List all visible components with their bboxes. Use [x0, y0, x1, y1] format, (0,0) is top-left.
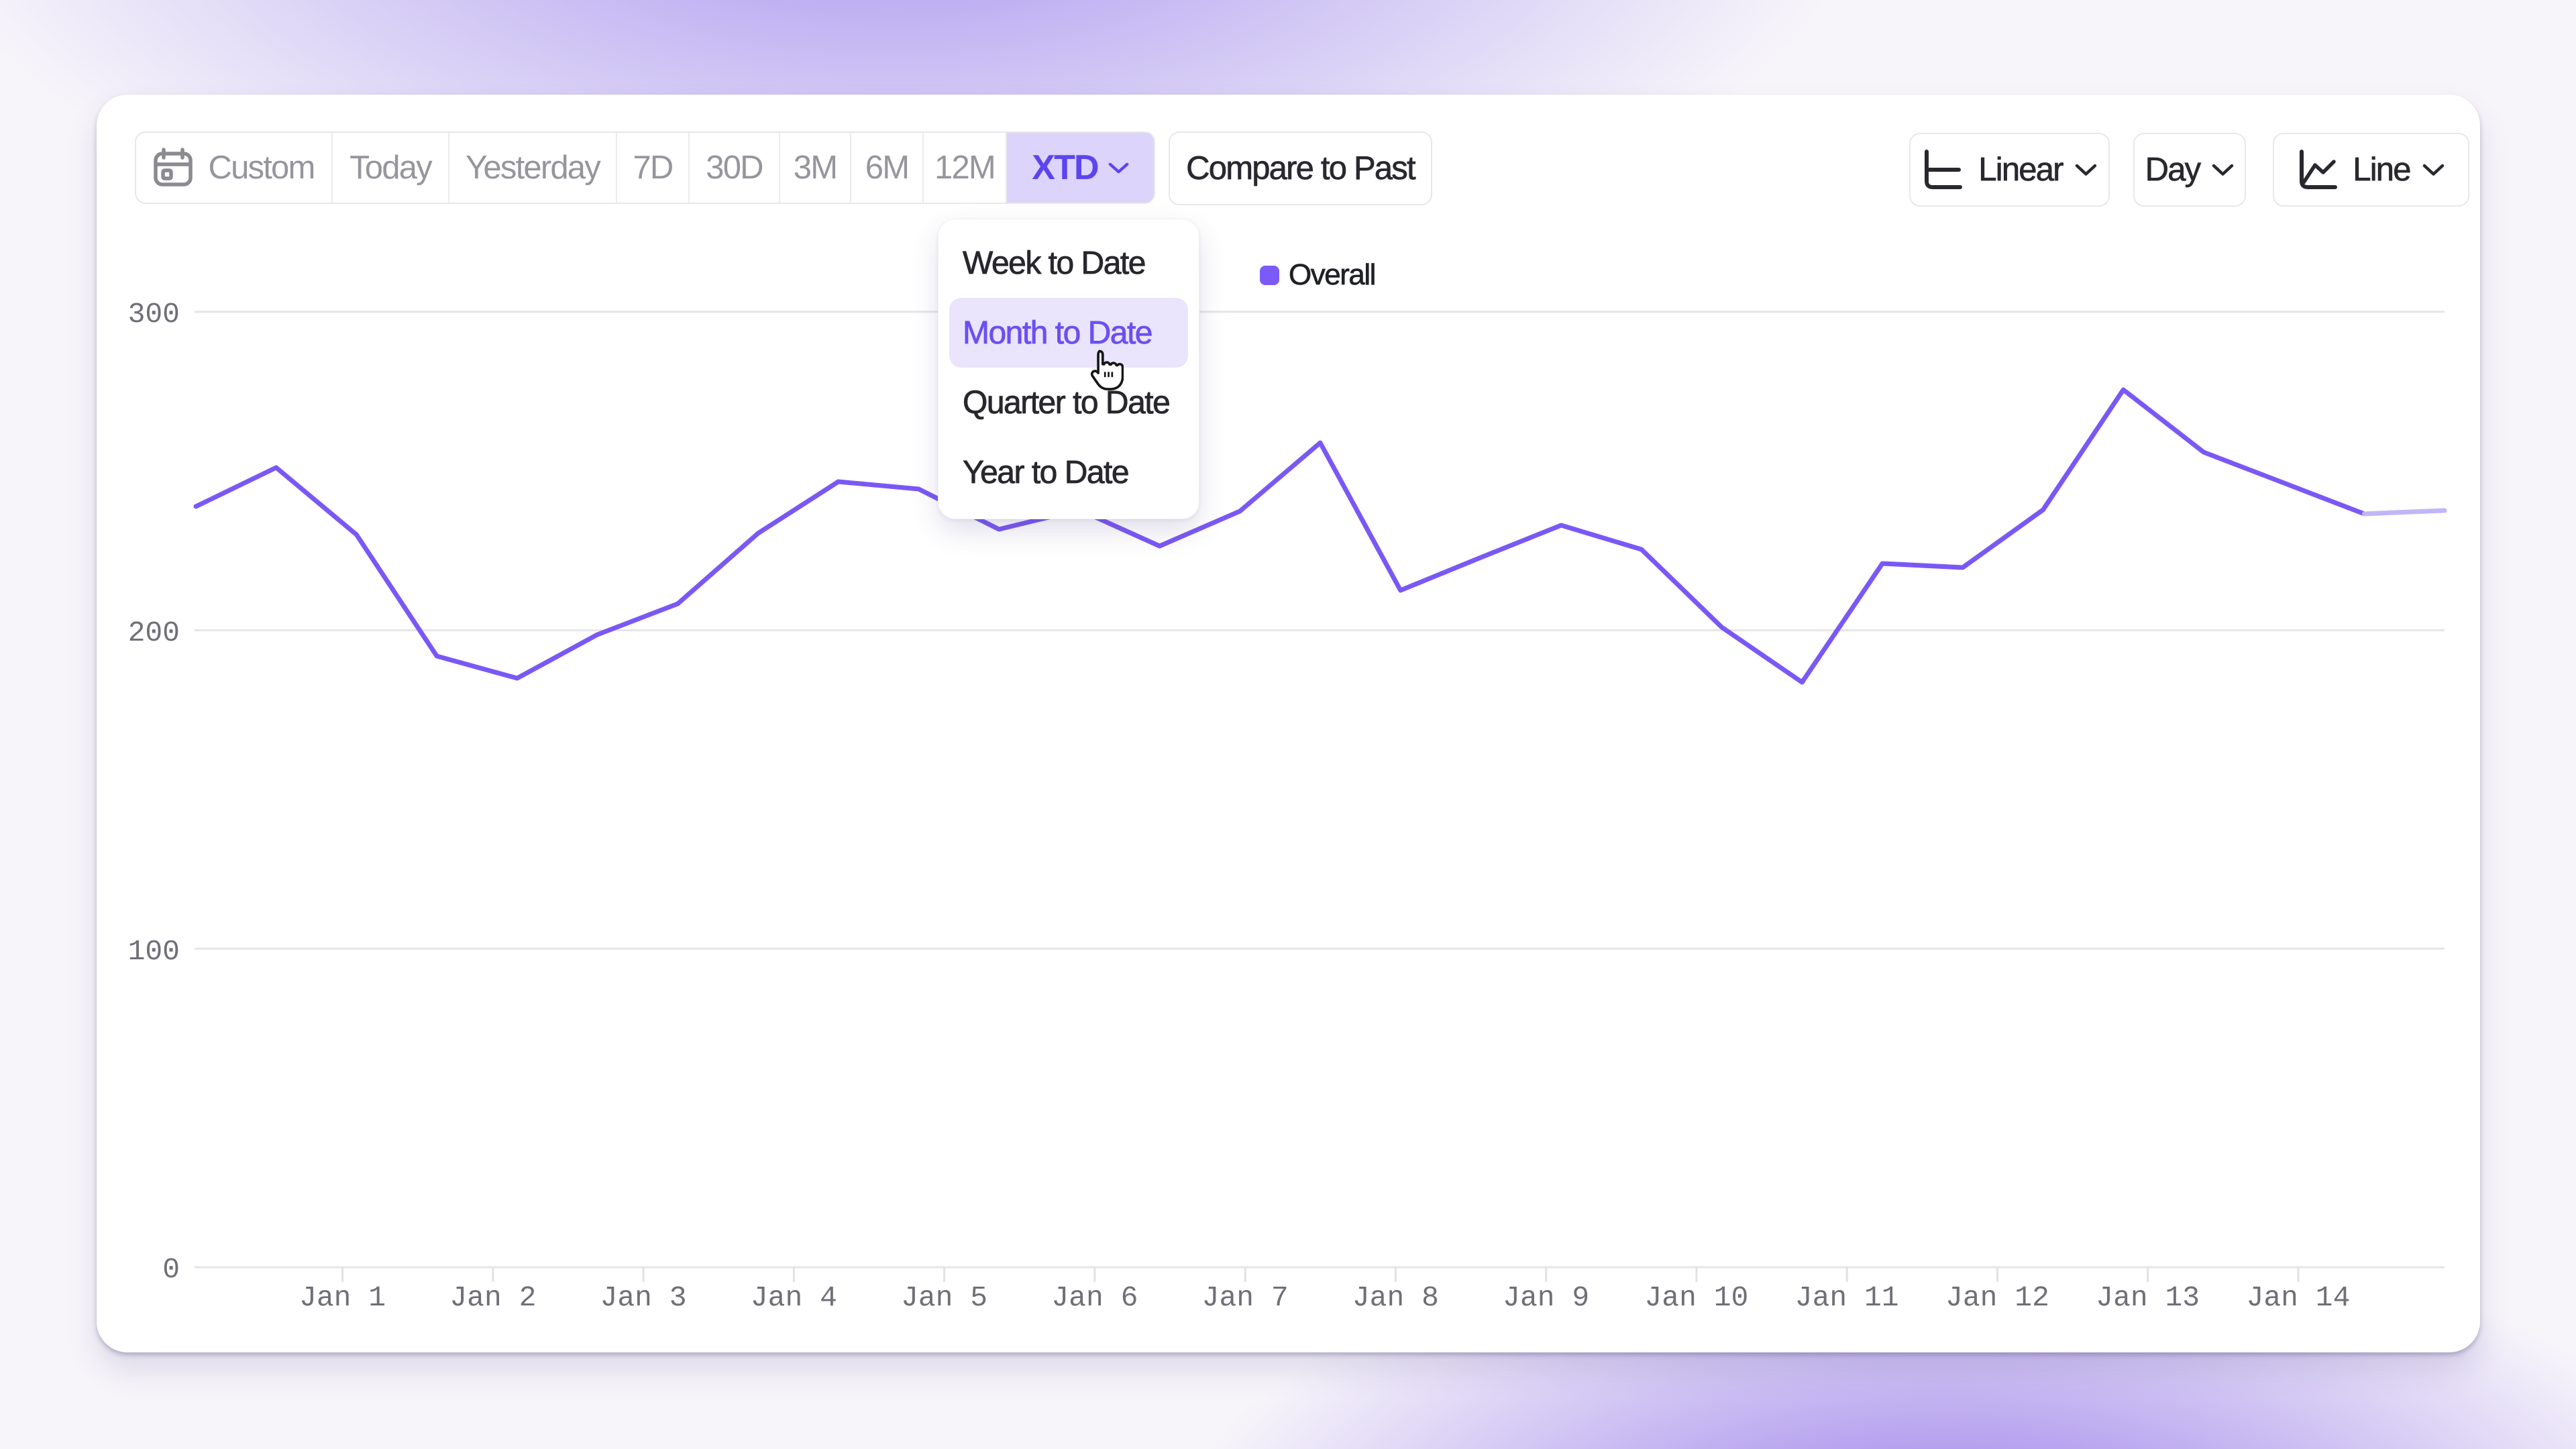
svg-text:300: 300: [128, 298, 180, 331]
svg-text:Jan 12: Jan 12: [1945, 1281, 2049, 1314]
svg-text:Jan 2: Jan 2: [449, 1281, 536, 1314]
svg-text:Jan 1: Jan 1: [299, 1281, 386, 1314]
svg-text:Jan 4: Jan 4: [751, 1281, 837, 1314]
svg-text:Jan 7: Jan 7: [1202, 1281, 1289, 1314]
svg-text:0: 0: [162, 1253, 180, 1286]
svg-text:Jan 11: Jan 11: [1795, 1281, 1899, 1314]
svg-text:Jan 8: Jan 8: [1352, 1281, 1439, 1314]
svg-text:Jan 13: Jan 13: [2096, 1281, 2200, 1314]
svg-text:200: 200: [128, 616, 180, 649]
svg-text:Jan 3: Jan 3: [600, 1281, 687, 1314]
svg-text:Jan 5: Jan 5: [901, 1281, 987, 1314]
svg-text:100: 100: [128, 935, 180, 968]
svg-text:Jan 14: Jan 14: [2247, 1281, 2351, 1314]
svg-text:Jan 10: Jan 10: [1644, 1281, 1748, 1314]
svg-text:Jan 9: Jan 9: [1503, 1281, 1589, 1314]
svg-text:Jan 6: Jan 6: [1051, 1281, 1138, 1314]
